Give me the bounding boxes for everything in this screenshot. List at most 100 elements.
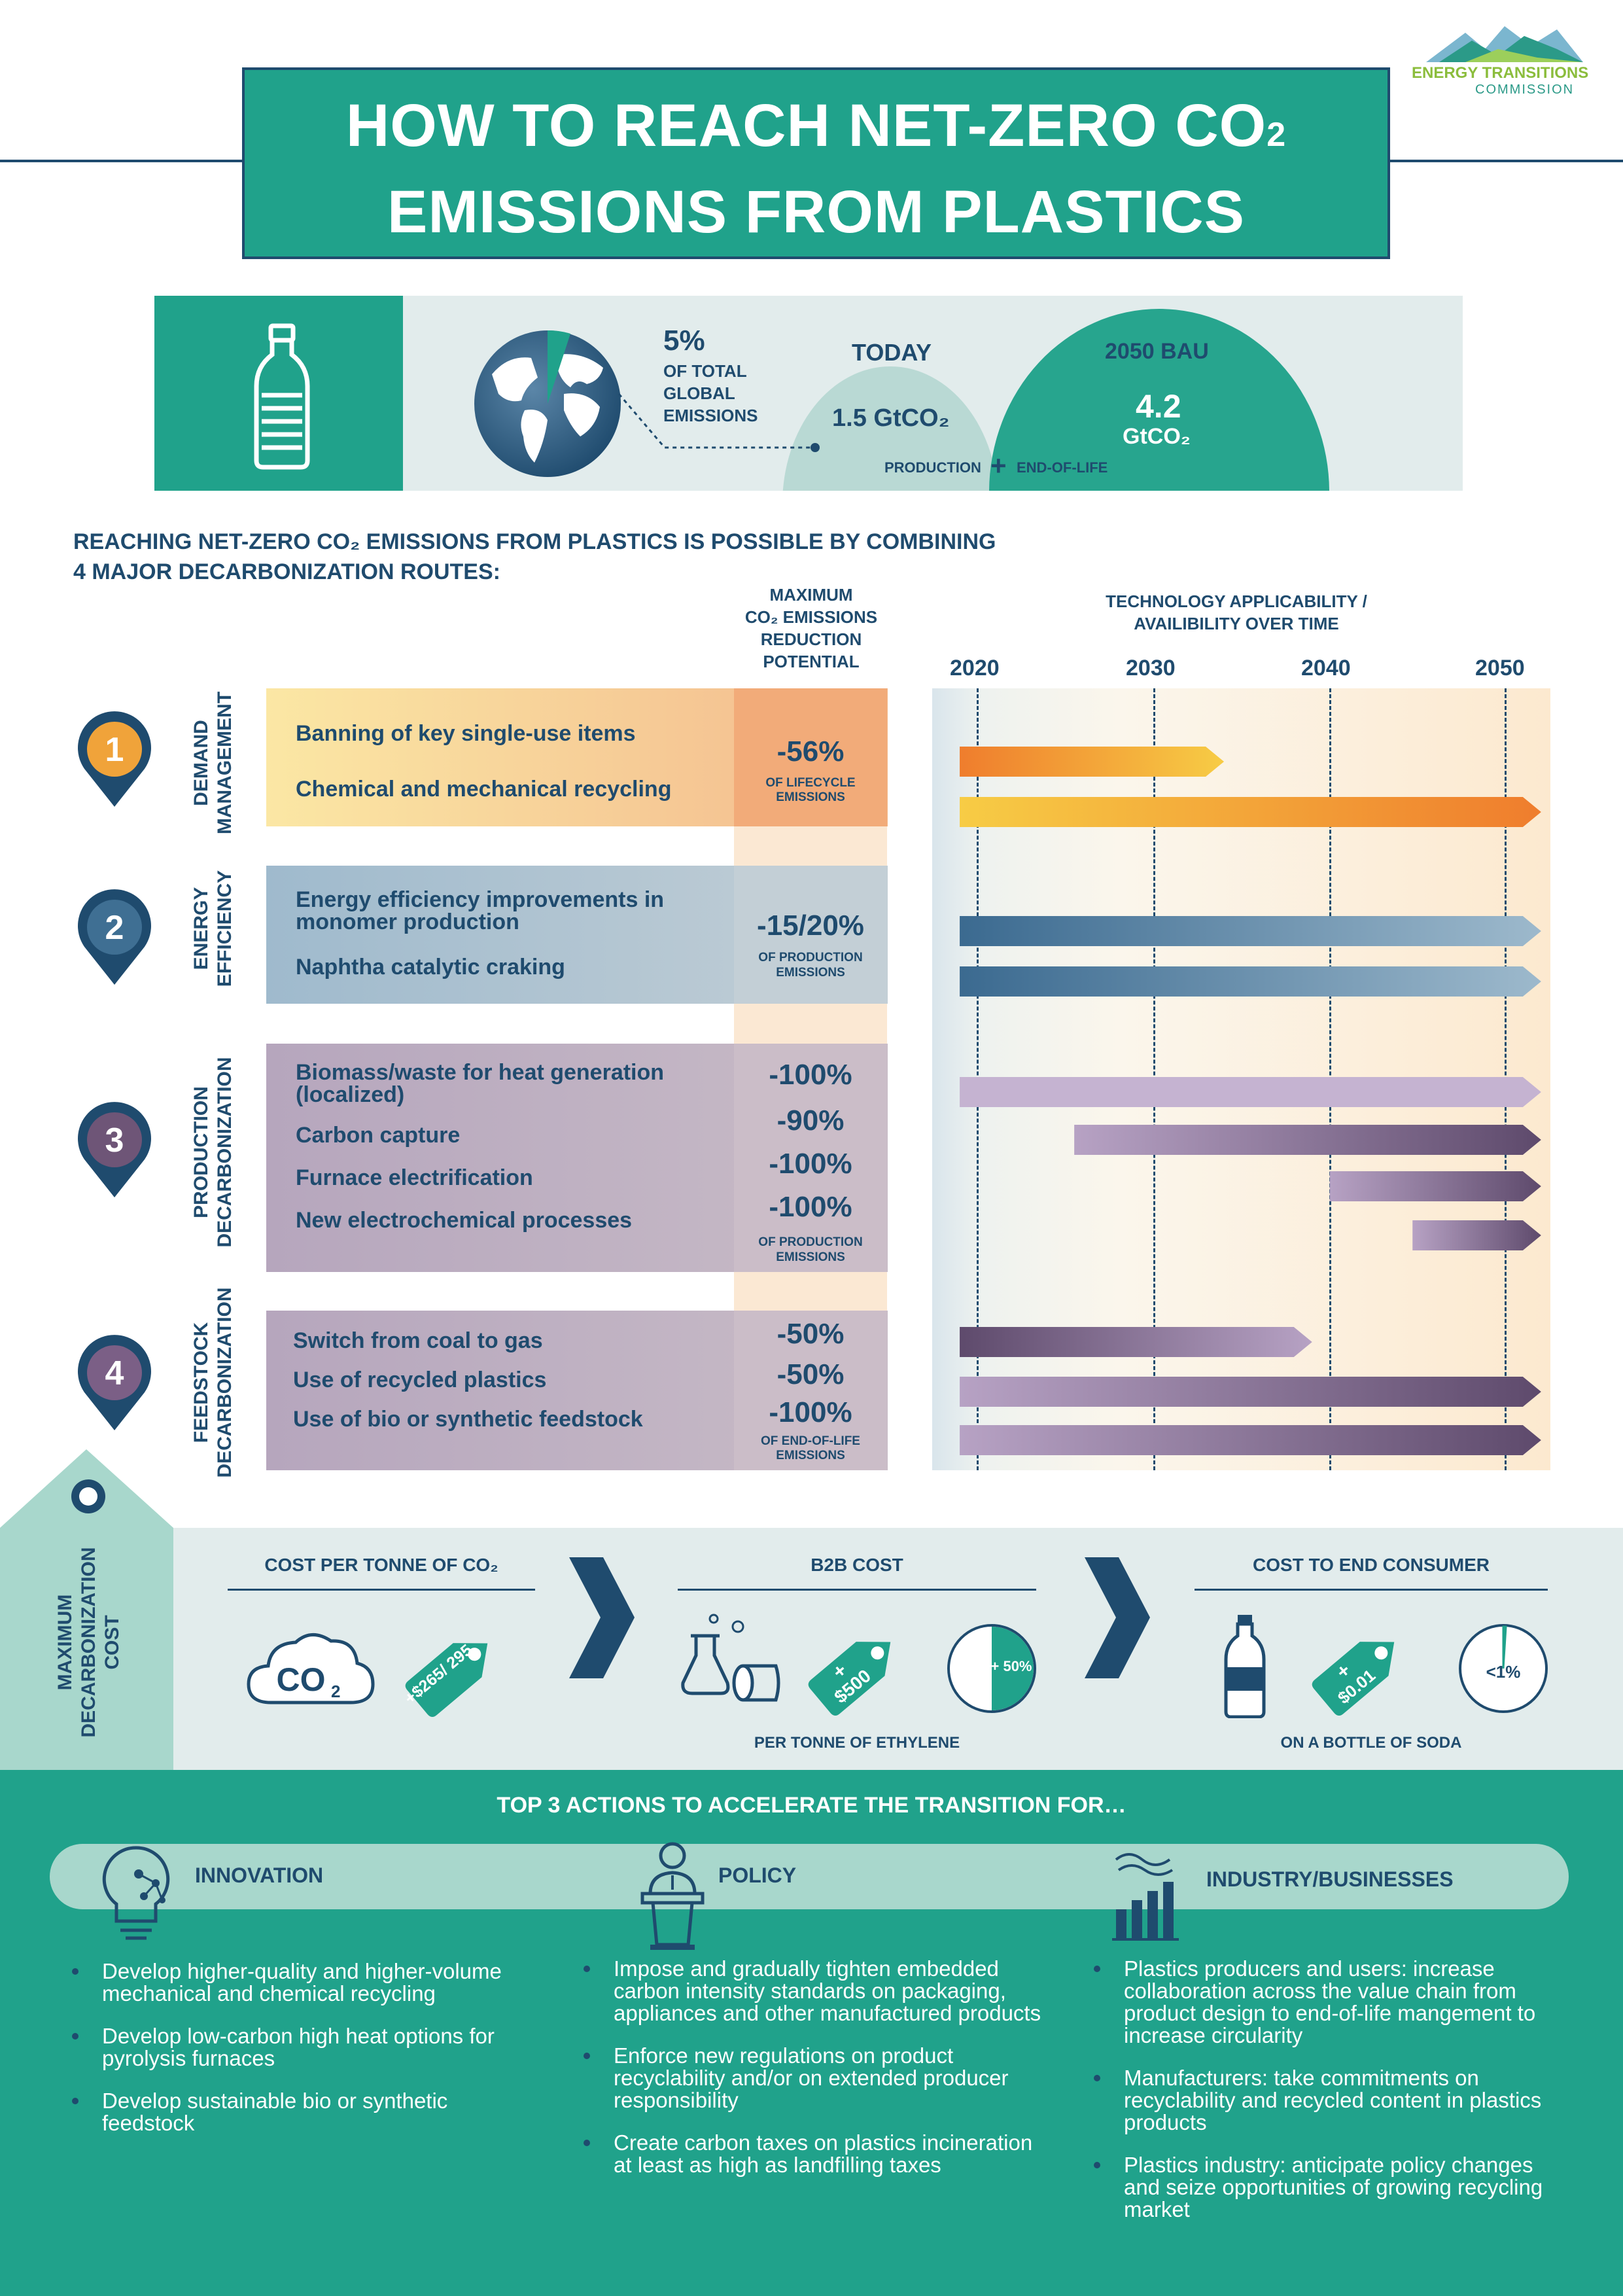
max-potential-line1: MAXIMUM — [769, 585, 853, 605]
plastic-bottle-icon — [254, 323, 310, 470]
route-3-pct-4: -100% — [769, 1191, 852, 1223]
per-tonne-head: COST PER TONNE OF CO₂ — [264, 1555, 498, 1575]
consumer-pie-slice — [1502, 1625, 1507, 1669]
timeline-bar-route-1 — [960, 797, 1541, 827]
routes-heading-line2: 4 MAJOR DECARBONIZATION ROUTES: — [73, 559, 500, 584]
plus-sign: + — [990, 450, 1007, 481]
route-1-number: 1 — [105, 731, 124, 769]
max-potential-header: MAXIMUM CO₂ EMISSIONS REDUCTION POTENTIA… — [720, 584, 903, 673]
price-tag-consumer-icon: + $0.01 — [1312, 1642, 1395, 1716]
route-4-item-2: Use of recycled plastics — [293, 1368, 547, 1392]
b2b-rule — [678, 1589, 1036, 1591]
route-4-pct-3: -100% — [769, 1396, 852, 1428]
route-4-potential — [734, 1311, 887, 1470]
route-2-item-2: Naphtha catalytic craking — [296, 955, 565, 980]
timeline-bar-route-3 — [1329, 1171, 1541, 1201]
eol-label: END-OF-LIFE — [1017, 459, 1108, 476]
timeline-bar-route-3 — [1412, 1220, 1541, 1250]
route-4-item-1: Switch from coal to gas — [293, 1328, 543, 1353]
price-tag-co2-icon: +$265/ 295 — [401, 1641, 488, 1718]
timeline-bar-route-4 — [960, 1327, 1312, 1357]
list-item: Develop low-carbon high heat options for… — [72, 2025, 543, 2070]
route-2-item-1: Energy efficiency improvements in monome… — [296, 889, 701, 933]
etc-logo: ENERGY TRANSITIONS COMMISSION — [1406, 26, 1590, 98]
route-2-pct-sub1: OF PRODUCTION — [758, 951, 863, 964]
b2b-note: PER TONNE OF ETHYLENE — [754, 1734, 960, 1752]
industry-title: INDUSTRY/BUSINESSES — [1206, 1867, 1454, 1891]
route-2-pin-icon: 2 — [78, 889, 151, 985]
innovation-lightbulb-icon — [102, 1846, 170, 1940]
route-1-pct: -56% — [777, 735, 845, 768]
page-title: HOW TO REACH NET-ZERO CO2 EMISSIONS FROM… — [242, 67, 1390, 259]
list-item: Impose and gradually tighten embedded ca… — [584, 1958, 1055, 2024]
route-2-potential — [734, 866, 887, 1004]
b2b-pie-chart: + 50% — [947, 1624, 1036, 1713]
timeline-bar-route-3 — [960, 1077, 1541, 1107]
route-4-pct-2: -50% — [777, 1358, 845, 1390]
timeline-bar-route-3 — [1074, 1125, 1541, 1155]
share-line3: EMISSIONS — [663, 406, 758, 425]
route-2-item-1-text: Energy efficiency improvements in monome… — [296, 887, 665, 934]
b2b-pie-slice — [992, 1627, 1034, 1710]
chemistry-flask-icon — [681, 1614, 780, 1702]
logo-line1: ENERGY TRANSITIONS — [1412, 64, 1589, 82]
timeline-bar-route-4 — [960, 1425, 1541, 1455]
policy-podium-icon — [640, 1842, 705, 1950]
max-potential-line3: REDUCTION — [760, 629, 862, 649]
chevron-right-icon-2 — [1085, 1557, 1150, 1678]
bau-unit: GtCO₂ — [1123, 424, 1191, 449]
tech-header: TECHNOLOGY APPLICABILITY / AVAILIBILITY … — [1040, 590, 1433, 635]
globe-icon — [474, 330, 621, 477]
route-4-item-3: Use of bio or synthetic feedstock — [293, 1407, 643, 1432]
route-4-pin-icon: 4 — [78, 1335, 151, 1430]
timeline-bar-route-2 — [960, 916, 1541, 946]
title-rule-left — [0, 160, 243, 162]
mountain-logo-icon — [1426, 26, 1583, 62]
share-leader-line — [618, 393, 820, 452]
production-label: PRODUCTION — [884, 459, 981, 476]
cost-side-label-line2: DECARBONIZATION — [78, 1547, 99, 1738]
route-1-item-2: Chemical and mechanical recycling — [296, 777, 672, 802]
routes-heading: REACHING NET-ZERO CO₂ EMISSIONS FROM PLA… — [73, 527, 996, 587]
list-item: Enforce new regulations on product recyc… — [584, 2045, 1055, 2111]
route-3-item-3: Furnace electrification — [296, 1165, 533, 1190]
emissions-banner: 5% OF TOTAL GLOBAL EMISSIONS TODAY 1.5 G… — [154, 296, 1463, 491]
actions-pill — [50, 1844, 1569, 1909]
route-3-pin-icon: 3 — [78, 1102, 151, 1197]
route-4-number: 4 — [105, 1354, 124, 1392]
max-potential-line2: CO₂ EMISSIONS — [744, 607, 878, 627]
list-item: Plastics producers and users: increase c… — [1094, 1958, 1552, 2047]
chevron-right-icon — [569, 1557, 635, 1678]
timeline-bar-route-4 — [960, 1377, 1541, 1407]
year-2040: 2040 — [1301, 656, 1351, 680]
route-3-item-4: New electrochemical processes — [296, 1208, 633, 1233]
banner-icon-panel — [154, 296, 403, 491]
list-item: Create carbon taxes on plastics incinera… — [584, 2132, 1055, 2176]
year-2050: 2050 — [1475, 656, 1525, 680]
soda-bottle-icon — [1224, 1615, 1266, 1718]
price-tag-b2b-icon: + $500 — [808, 1642, 891, 1716]
tech-header-line2: AVAILIBILITY OVER TIME — [1134, 614, 1339, 633]
title-rule-right — [1389, 160, 1623, 162]
timeline-bar-route-1 — [960, 747, 1225, 777]
list-item: Develop sustainable bio or synthetic fee… — [72, 2090, 543, 2134]
year-2020: 2020 — [950, 656, 1000, 680]
logo-line2: COMMISSION — [1475, 82, 1575, 97]
co2-cloud-icon: CO 2 — [247, 1633, 375, 1704]
route-1-pct-sub1: OF LIFECYCLE — [765, 776, 856, 790]
cost-side-label-line1: MAXIMUM — [54, 1594, 76, 1691]
policy-list: Impose and gradually tighten embedded ca… — [584, 1958, 1055, 2197]
route-3-pct-sub1: OF PRODUCTION — [758, 1235, 863, 1249]
route-3-item-2: Carbon capture — [296, 1123, 461, 1148]
bau-value: 4.2 — [1136, 388, 1181, 425]
year-2030: 2030 — [1126, 656, 1176, 680]
route-3-potential — [734, 1044, 887, 1272]
route-2-pct-sub2: EMISSIONS — [776, 966, 845, 980]
innovation-title: INNOVATION — [195, 1863, 324, 1887]
actions-heading: TOP 3 ACTIONS TO ACCELERATE THE TRANSITI… — [497, 1793, 1126, 1818]
route-3-pct-sub2: EMISSIONS — [776, 1250, 845, 1264]
cost-tag-shape — [0, 1449, 173, 1770]
consumer-rule — [1195, 1589, 1548, 1591]
industry-list: Plastics producers and users: increase c… — [1094, 1958, 1552, 2241]
list-item: Manufacturers: take commitments on recyc… — [1094, 2067, 1552, 2134]
